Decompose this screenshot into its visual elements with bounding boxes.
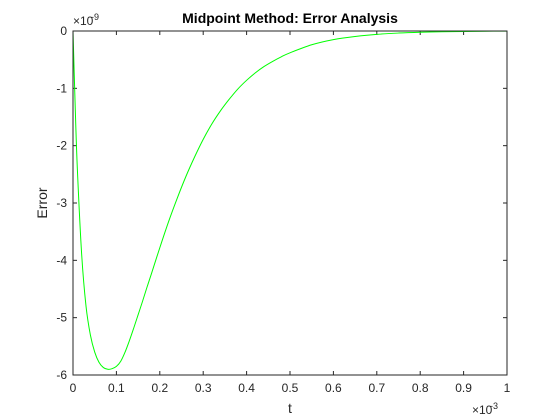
x-tick-label: 0.4 — [238, 381, 255, 395]
x-tick-label: 0.9 — [455, 381, 472, 395]
y-exponent-power: -9 — [91, 12, 99, 22]
x-tick-label: 0 — [70, 381, 77, 395]
x-tick-label: 0.1 — [108, 381, 125, 395]
y-tick-label: -6 — [56, 368, 67, 382]
y-tick-label: -3 — [56, 196, 67, 210]
x-tick-label: 0.8 — [412, 381, 429, 395]
y-tick-labels: 0 -1 -2 -3 -4 -5 -6 — [56, 24, 67, 382]
y-axis-exponent: ×10 -9 — [73, 12, 99, 28]
x-tick-label: 0.6 — [325, 381, 342, 395]
x-tick-label: 1 — [504, 381, 511, 395]
x-tick-label: 0.2 — [151, 381, 168, 395]
x-tick-label: 0.3 — [195, 381, 212, 395]
y-tick-label: -2 — [56, 139, 67, 153]
x-axis-label: t — [288, 400, 292, 416]
x-tick-labels: 0 0.1 0.2 0.3 0.4 0.5 0.6 0.7 0.8 0.9 1 — [70, 381, 511, 395]
error-series-line — [72, 30, 508, 370]
y-axis-label: Error — [34, 187, 50, 218]
x-axis-exponent: ×10 -3 — [472, 401, 498, 417]
x-exponent-base: ×10 — [472, 403, 493, 417]
plot-area — [73, 31, 507, 375]
y-tick-label: -1 — [56, 81, 67, 95]
x-tick-label: 0.7 — [368, 381, 385, 395]
y-tick-label: -5 — [56, 311, 67, 325]
chart-title: Midpoint Method: Error Analysis — [182, 10, 398, 26]
x-exponent-power: -3 — [490, 401, 498, 411]
y-exponent-base: ×10 — [73, 14, 94, 28]
axes-box — [72, 30, 508, 376]
y-tick-label: -4 — [56, 253, 67, 267]
x-tick-label: 0.5 — [282, 381, 299, 395]
y-tick-label: 0 — [60, 24, 67, 38]
